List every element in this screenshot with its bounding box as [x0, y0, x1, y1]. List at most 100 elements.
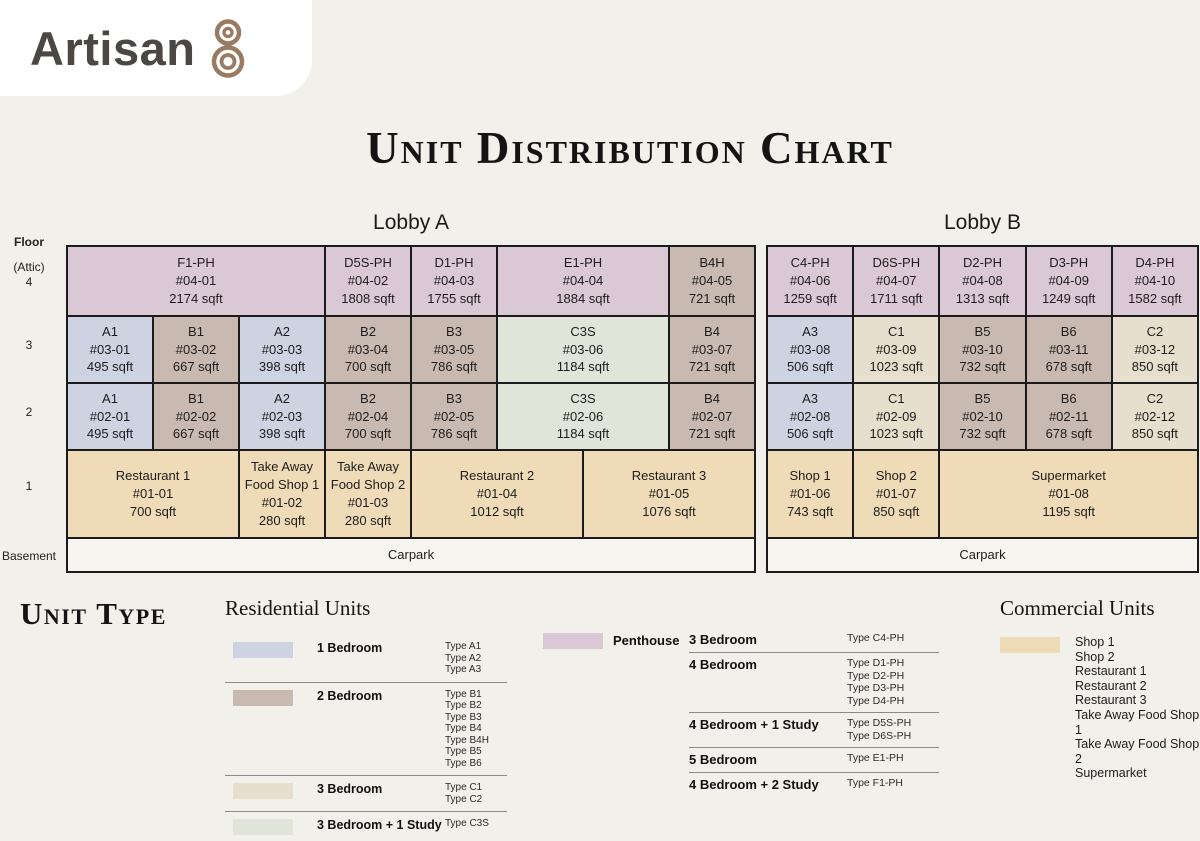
- cell-line: 667 sqft: [172, 426, 220, 442]
- unit-cell: C3S #02-06 1184 sqft: [498, 384, 668, 449]
- floor-axis-header: Floor: [14, 235, 44, 249]
- cell-line: B2: [360, 323, 376, 339]
- unit-cell: C4-PH #04-06 1259 sqft: [768, 247, 853, 315]
- type-item: Type C4-PH: [847, 632, 905, 644]
- brand-8-icon: [212, 19, 245, 78]
- cell-line: B3: [446, 323, 462, 339]
- lobby-a-header: Lobby A: [373, 211, 449, 234]
- commercial-legend: Commercial Units Shop 1 Shop 2 Restaurant …: [1000, 596, 1200, 781]
- cell-line: #04-05: [691, 273, 733, 289]
- cell-line: #03-11: [1048, 341, 1089, 357]
- unit-cell: F1-PH #04-01 2174 sqft: [68, 247, 324, 315]
- type-item: Type C3S: [445, 818, 489, 829]
- cell-line: 398 sqft: [258, 426, 306, 442]
- cell-line: 850 sqft: [1131, 426, 1179, 442]
- legend-group-label: 4 Bedroom + 2 Study: [689, 777, 819, 792]
- cell-line: #02-09: [876, 408, 917, 424]
- cell-line: 495 sqft: [86, 359, 134, 375]
- type-item: Type B4: [445, 723, 482, 734]
- cell-line: B5: [974, 323, 991, 339]
- cell-line: #01-01: [132, 486, 174, 502]
- cell-line: 850 sqft: [873, 503, 920, 519]
- commercial-item: Restaurant 1: [1075, 664, 1147, 679]
- cell-line: D1-PH: [434, 255, 474, 271]
- unit-cell: Shop 2 #01-07 850 sqft: [854, 451, 939, 537]
- legend-group-types: Type D1-PH Type D2-PH Type D3-PH Type D4-PH: [847, 657, 939, 707]
- cell-line: #03-03: [261, 341, 303, 357]
- residential-legend-heading: Residential Units: [225, 596, 371, 620]
- cell-line: B6: [1060, 323, 1077, 339]
- cell-line: Food Shop 2: [330, 477, 406, 493]
- commercial-item: Restaurant 2: [1075, 678, 1147, 693]
- type-item: Type B6: [445, 757, 482, 769]
- unit-cell: B6 #02-11 678 sqft: [1026, 384, 1111, 449]
- cell-line: Take Away: [337, 459, 399, 475]
- cell-line: 721 sqft: [688, 359, 736, 375]
- unit-cell: B3 #02-05 786 sqft: [412, 384, 496, 449]
- cell-line: 732 sqft: [959, 359, 1006, 375]
- cell-line: D6S-PH: [872, 255, 921, 271]
- cell-line: #02-04: [347, 408, 389, 424]
- cell-line: #03-10: [962, 341, 1003, 357]
- cell-line: 495 sqft: [86, 426, 134, 442]
- cell-line: #02-03: [261, 408, 303, 424]
- type-item: Type B3: [445, 711, 482, 723]
- cell-line: #04-07: [876, 273, 917, 289]
- attic-note: (Attic): [13, 260, 45, 274]
- residential-legend: Residential Units 1 Bedroom Type A1 Type A…: [225, 596, 507, 841]
- lobby-a-section: Lobby A F1-PH #04-01 2174 sqft D5S-PH #04-02…: [66, 211, 756, 573]
- cell-line: C4-PH: [790, 255, 830, 271]
- cell-line: 1023 sqft: [869, 426, 924, 442]
- cell-line: 786 sqft: [430, 426, 478, 442]
- cell-line: B4: [704, 323, 720, 339]
- cell-line: B5: [974, 390, 991, 406]
- commercial-swatch: [1000, 637, 1060, 653]
- cell-line: #02-06: [562, 408, 604, 424]
- cell-line: Take Away: [251, 459, 313, 475]
- cell-line: #04-10: [1134, 273, 1176, 289]
- penthouse-swatch: [543, 633, 603, 649]
- cell-line: 1259 sqft: [783, 290, 837, 306]
- cell-line: #02-10: [962, 408, 1003, 424]
- unit-cell: Take Away Food Shop 1 #01-02 280 sqft: [240, 451, 324, 537]
- unit-cell: A2 #02-03 398 sqft: [240, 384, 324, 449]
- cell-line: C2: [1146, 323, 1164, 339]
- cell-line: 1076 sqft: [642, 503, 696, 519]
- cell-line: C2: [1146, 390, 1164, 406]
- cell-line: 1195 sqft: [1042, 503, 1095, 519]
- unit-cell: B2 #03-04 700 sqft: [326, 317, 410, 382]
- cell-line: #01-03: [347, 495, 389, 510]
- unit-cell: D5S-PH #04-02 1808 sqft: [326, 247, 410, 315]
- unit-cell: A3 #02-08 506 sqft: [768, 384, 853, 449]
- brand-logo-text: Artisan: [30, 21, 196, 75]
- legend-group: 5 Bedroom Type E1-PH: [689, 747, 939, 772]
- cell-line: D4-PH: [1135, 255, 1175, 271]
- cell-line: #02-07: [691, 408, 733, 424]
- legend-group: 3 Bedroom Type C1 Type C2: [225, 776, 507, 812]
- cell-line: D2-PH: [962, 255, 1002, 271]
- legend-group-types: Type D5S-PH Type D6S-PH: [847, 717, 939, 742]
- cell-line: 700 sqft: [129, 503, 177, 519]
- type-item: Type D6S-PH: [847, 729, 912, 742]
- unit-cell: C1 #03-09 1023 sqft: [854, 317, 939, 382]
- commercial-item: Shop 1: [1075, 635, 1115, 649]
- cell-line: E1-PH: [563, 255, 603, 271]
- cell-line: #04-09: [1048, 273, 1089, 289]
- cell-line: 700 sqft: [344, 426, 392, 442]
- legend-swatch: [233, 642, 293, 658]
- cell-line: #01-04: [476, 486, 518, 502]
- cell-line: #02-01: [89, 408, 131, 424]
- legend-group: 4 Bedroom Type D1-PH Type D2-PH Type D3-PH T…: [689, 652, 939, 712]
- carpark-cell: Carpark: [768, 539, 1197, 571]
- cell-line: 667 sqft: [172, 359, 220, 375]
- cell-line: 850 sqft: [1131, 359, 1179, 375]
- residential-groups: 1 Bedroom Type A1 Type A2 Type A3 2 Bedroom T…: [225, 635, 507, 841]
- cell-line: 1184 sqft: [556, 426, 610, 442]
- cell-line: 2174 sqft: [169, 290, 223, 306]
- type-item: Type B1: [445, 688, 482, 700]
- cell-line: 732 sqft: [959, 426, 1006, 442]
- carpark-cell: Carpark: [68, 539, 754, 571]
- cell-line: #03-02: [175, 341, 217, 357]
- cell-line: 1023 sqft: [869, 359, 924, 375]
- cell-line: #02-05: [433, 408, 475, 424]
